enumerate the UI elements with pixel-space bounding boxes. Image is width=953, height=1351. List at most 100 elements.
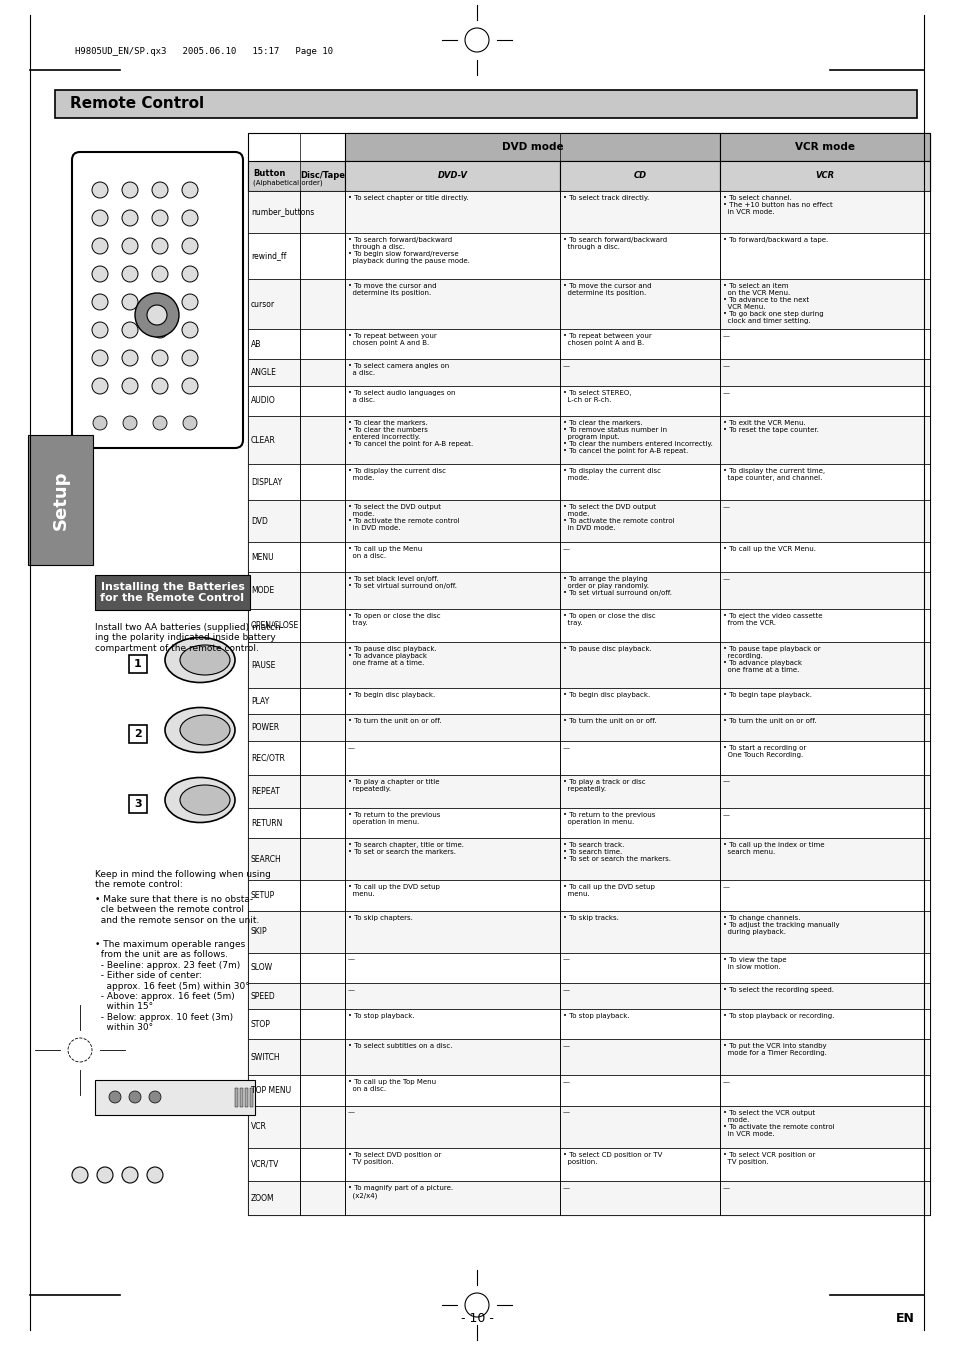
Bar (345, 1181, 559, 1215)
Bar (559, 1147, 720, 1181)
Text: —: — (722, 885, 729, 890)
Text: • To start a recording or
  One Touch Recording.: • To start a recording or One Touch Reco… (722, 744, 805, 758)
Ellipse shape (165, 777, 234, 823)
Bar (345, 1147, 559, 1181)
Bar (345, 740, 559, 774)
Bar (248, 911, 299, 952)
Circle shape (135, 293, 179, 336)
Circle shape (122, 350, 138, 366)
Bar (248, 1105, 299, 1147)
Text: 1: 1 (134, 659, 142, 669)
Bar (559, 839, 720, 881)
Bar (559, 190, 720, 234)
Bar (345, 642, 559, 688)
Ellipse shape (180, 715, 230, 744)
Bar (720, 911, 929, 952)
Text: • To call up the index or time
  search menu.: • To call up the index or time search me… (722, 843, 823, 855)
Text: PAUSE: PAUSE (251, 661, 275, 670)
FancyBboxPatch shape (129, 725, 147, 743)
Circle shape (91, 266, 108, 282)
Text: • To select the DVD output
  mode.
• To activate the remote control
  in DVD mod: • To select the DVD output mode. • To ac… (562, 504, 674, 531)
Circle shape (182, 182, 198, 199)
Text: • To stop playback or recording.: • To stop playback or recording. (722, 1013, 834, 1019)
Bar (299, 1075, 345, 1105)
Bar (345, 132, 720, 161)
Bar (299, 881, 345, 911)
Text: • To select the VCR output
  mode.
• To activate the remote control
  in VCR mod: • To select the VCR output mode. • To ac… (722, 1109, 834, 1136)
Bar (345, 911, 559, 952)
Text: • To magnify part of a picture.
  (x2/x4): • To magnify part of a picture. (x2/x4) (348, 1185, 453, 1198)
Text: H9805UD_EN/SP.qx3   2005.06.10   15:17   Page 10: H9805UD_EN/SP.qx3 2005.06.10 15:17 Page … (75, 47, 333, 57)
Circle shape (92, 416, 107, 430)
Text: MODE: MODE (251, 586, 274, 594)
Text: • To clear the markers.
• To remove status number in
  program input.
• To clear: • To clear the markers. • To remove stat… (562, 420, 712, 454)
Text: —: — (348, 744, 355, 751)
Text: • To search forward/backward
  through a disc.: • To search forward/backward through a d… (562, 238, 666, 250)
Bar (720, 330, 929, 359)
Ellipse shape (180, 644, 230, 676)
Text: DVD: DVD (251, 517, 268, 526)
Text: • To select track directly.: • To select track directly. (562, 195, 649, 201)
Bar (248, 608, 299, 642)
Bar (559, 715, 720, 740)
Ellipse shape (165, 638, 234, 682)
Bar (248, 161, 345, 190)
Text: SWITCH: SWITCH (251, 1052, 280, 1062)
Bar (720, 952, 929, 982)
Bar (345, 774, 559, 808)
Bar (720, 688, 929, 715)
Bar (559, 330, 720, 359)
Bar (28, 435, 92, 565)
Bar (299, 190, 345, 234)
Text: • To call up the Menu
  on a disc.: • To call up the Menu on a disc. (348, 546, 422, 559)
Text: • To set black level on/off.
• To set virtual surround on/off.: • To set black level on/off. • To set vi… (348, 577, 456, 589)
Text: • To open or close the disc
  tray.: • To open or close the disc tray. (562, 612, 655, 626)
Text: —: — (722, 1079, 729, 1085)
Bar (299, 608, 345, 642)
Text: • To view the tape
  in slow motion.: • To view the tape in slow motion. (722, 957, 785, 970)
Circle shape (182, 350, 198, 366)
Text: - 10 -: - 10 - (460, 1312, 493, 1324)
Text: • To select subtitles on a disc.: • To select subtitles on a disc. (348, 1043, 452, 1050)
Text: • To skip chapters.: • To skip chapters. (348, 915, 413, 920)
Text: VCR: VCR (251, 1123, 267, 1131)
Bar (299, 465, 345, 500)
Circle shape (147, 1167, 163, 1183)
Text: Setup: Setup (51, 470, 70, 530)
Bar (559, 642, 720, 688)
Circle shape (122, 1167, 138, 1183)
Bar (720, 386, 929, 416)
Circle shape (152, 266, 168, 282)
Bar (299, 278, 345, 330)
Text: • To pause disc playback.
• To advance playback
  one frame at a time.: • To pause disc playback. • To advance p… (348, 646, 436, 666)
Text: AB: AB (251, 340, 261, 349)
Circle shape (152, 322, 168, 338)
Circle shape (182, 238, 198, 254)
Bar (559, 881, 720, 911)
Text: • To clear the markers.
• To clear the numbers
  entered incorrectly.
• To cance: • To clear the markers. • To clear the n… (348, 420, 473, 447)
Bar (559, 1039, 720, 1075)
Bar (559, 161, 720, 190)
FancyBboxPatch shape (71, 153, 243, 449)
Bar (299, 839, 345, 881)
Bar (248, 982, 299, 1009)
Bar (720, 774, 929, 808)
Circle shape (183, 416, 196, 430)
Circle shape (152, 182, 168, 199)
Bar (299, 1039, 345, 1075)
Text: • To skip tracks.: • To skip tracks. (562, 915, 618, 920)
Bar (559, 982, 720, 1009)
Bar (345, 234, 559, 278)
Bar (248, 1181, 299, 1215)
Bar (299, 911, 345, 952)
Text: MENU: MENU (251, 553, 274, 562)
Text: • To select STEREO,
  L-ch or R-ch.: • To select STEREO, L-ch or R-ch. (562, 390, 631, 403)
Text: ZOOM: ZOOM (251, 1194, 274, 1202)
Text: —: — (562, 744, 569, 751)
Text: • To stop playback.: • To stop playback. (348, 1013, 415, 1019)
Text: • To put the VCR into standby
  mode for a Timer Recording.: • To put the VCR into standby mode for a… (722, 1043, 826, 1056)
Bar (248, 1147, 299, 1181)
Text: • To turn the unit on or off.: • To turn the unit on or off. (562, 719, 656, 724)
Text: • To turn the unit on or off.: • To turn the unit on or off. (722, 719, 816, 724)
Text: VCR: VCR (815, 172, 834, 181)
